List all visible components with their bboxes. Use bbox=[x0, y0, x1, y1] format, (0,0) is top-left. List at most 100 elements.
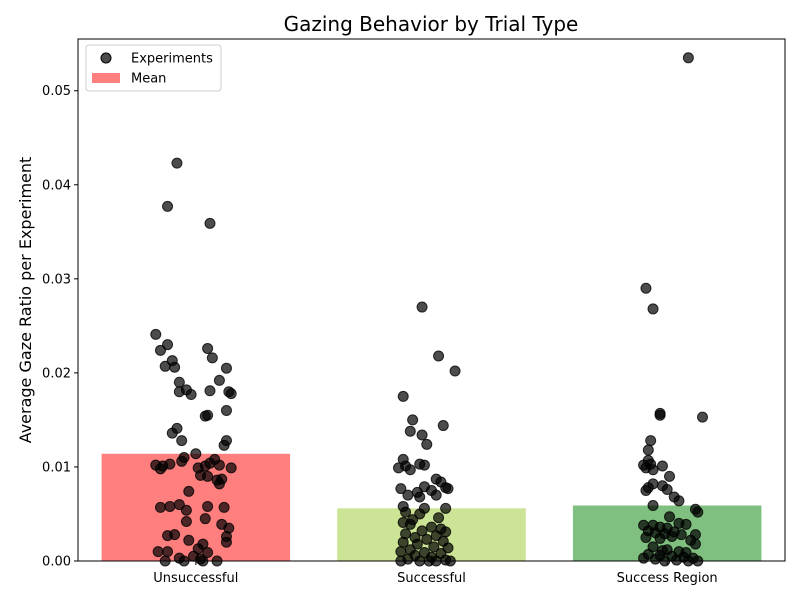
experiment-point bbox=[673, 495, 685, 507]
experiment-point bbox=[204, 385, 216, 397]
x-tick-label: Successful bbox=[397, 571, 466, 586]
experiment-point bbox=[421, 438, 433, 450]
experiment-point bbox=[654, 409, 666, 421]
experiment-point bbox=[225, 462, 237, 474]
y-tick-label: 0.04 bbox=[42, 178, 71, 193]
experiment-point bbox=[164, 458, 176, 470]
experiment-point bbox=[162, 530, 174, 542]
experiment-point bbox=[159, 360, 171, 372]
experiment-point bbox=[202, 547, 214, 559]
experiment-point bbox=[442, 483, 454, 495]
experiment-point bbox=[180, 504, 192, 516]
experiment-points-group bbox=[150, 52, 709, 567]
experiment-point bbox=[202, 500, 214, 512]
experiment-point bbox=[411, 538, 423, 550]
experiment-point bbox=[416, 429, 428, 441]
y-tick-label: 0.00 bbox=[42, 555, 71, 570]
experiment-point bbox=[393, 462, 405, 474]
experiment-point bbox=[176, 435, 188, 447]
legend-marker-mean bbox=[92, 73, 120, 83]
experiment-point bbox=[154, 501, 166, 513]
experiment-point bbox=[428, 541, 440, 553]
experiment-point bbox=[204, 457, 216, 469]
experiment-point bbox=[220, 536, 232, 548]
legend: Experiments Mean bbox=[85, 44, 222, 92]
experiment-point bbox=[440, 502, 452, 514]
experiment-point bbox=[162, 546, 174, 558]
experiment-point bbox=[162, 339, 174, 351]
experiment-point bbox=[640, 282, 652, 294]
experiment-point bbox=[218, 439, 230, 451]
experiment-point bbox=[692, 506, 704, 518]
experiment-point bbox=[416, 301, 428, 313]
experiment-point bbox=[442, 542, 454, 554]
experiment-point bbox=[414, 508, 426, 520]
experiment-point bbox=[661, 484, 673, 496]
experiment-point bbox=[213, 374, 225, 386]
experiment-point bbox=[185, 389, 197, 401]
y-tick-label: 0.03 bbox=[42, 272, 71, 287]
experiment-point bbox=[150, 328, 162, 340]
experiment-point bbox=[218, 501, 230, 513]
experiment-point bbox=[220, 405, 232, 417]
experiment-point bbox=[180, 515, 192, 527]
experiment-point bbox=[645, 435, 657, 447]
experiment-point bbox=[675, 529, 687, 541]
experiment-point bbox=[430, 489, 442, 501]
plot-frame bbox=[77, 38, 786, 562]
legend-label: Mean bbox=[131, 72, 166, 87]
experiment-point bbox=[680, 518, 692, 530]
experiment-point bbox=[204, 217, 216, 229]
experiment-point bbox=[689, 538, 701, 550]
experiment-point bbox=[449, 365, 461, 377]
experiment-point bbox=[664, 511, 676, 523]
experiment-point bbox=[640, 484, 652, 496]
experiment-point bbox=[666, 531, 678, 543]
experiment-point bbox=[440, 526, 452, 538]
experiment-point bbox=[404, 518, 416, 530]
experiment-point bbox=[647, 500, 659, 512]
x-tick-label: Success Region bbox=[617, 571, 718, 586]
experiment-point bbox=[190, 448, 202, 460]
experiment-point bbox=[202, 470, 214, 482]
experiment-point bbox=[152, 546, 164, 558]
experiment-point bbox=[400, 506, 412, 518]
experiment-point bbox=[166, 427, 178, 439]
experiment-point bbox=[173, 499, 185, 511]
experiment-point bbox=[654, 532, 666, 544]
experiment-point bbox=[416, 525, 428, 537]
y-tick-label: 0.01 bbox=[42, 460, 71, 475]
experiment-point bbox=[220, 362, 232, 374]
experiment-point bbox=[640, 531, 652, 543]
experiment-point bbox=[154, 344, 166, 356]
experiment-point bbox=[647, 303, 659, 315]
experiment-point bbox=[404, 425, 416, 437]
experiment-point bbox=[169, 361, 181, 373]
experiment-point bbox=[682, 52, 694, 64]
experiment-point bbox=[407, 414, 419, 426]
experiment-point bbox=[642, 444, 654, 456]
experiment-point bbox=[402, 489, 414, 501]
experiment-point bbox=[697, 411, 709, 423]
experiment-point bbox=[418, 459, 430, 471]
experiment-point bbox=[164, 500, 176, 512]
x-tick-label: Unsuccessful bbox=[153, 571, 238, 586]
experiment-point bbox=[656, 460, 668, 472]
experiment-point bbox=[647, 464, 659, 476]
experiment-point bbox=[199, 410, 211, 422]
experiment-point bbox=[649, 553, 661, 565]
y-ticks-group: 0.00 0.01 0.02 0.03 0.04 0.05 bbox=[42, 84, 78, 570]
experiment-point bbox=[206, 352, 218, 364]
experiment-point bbox=[664, 470, 676, 482]
experiment-point bbox=[199, 513, 211, 525]
experiment-point bbox=[171, 157, 183, 169]
y-tick-label: 0.05 bbox=[42, 84, 71, 99]
y-axis-label: Average Gaze Ratio per Experiment bbox=[16, 157, 35, 444]
experiment-point bbox=[671, 554, 683, 566]
experiment-point bbox=[433, 350, 445, 362]
experiment-point bbox=[183, 485, 195, 497]
experiment-point bbox=[395, 483, 407, 495]
experiment-point bbox=[421, 533, 433, 545]
legend-marker-experiments bbox=[100, 52, 112, 64]
